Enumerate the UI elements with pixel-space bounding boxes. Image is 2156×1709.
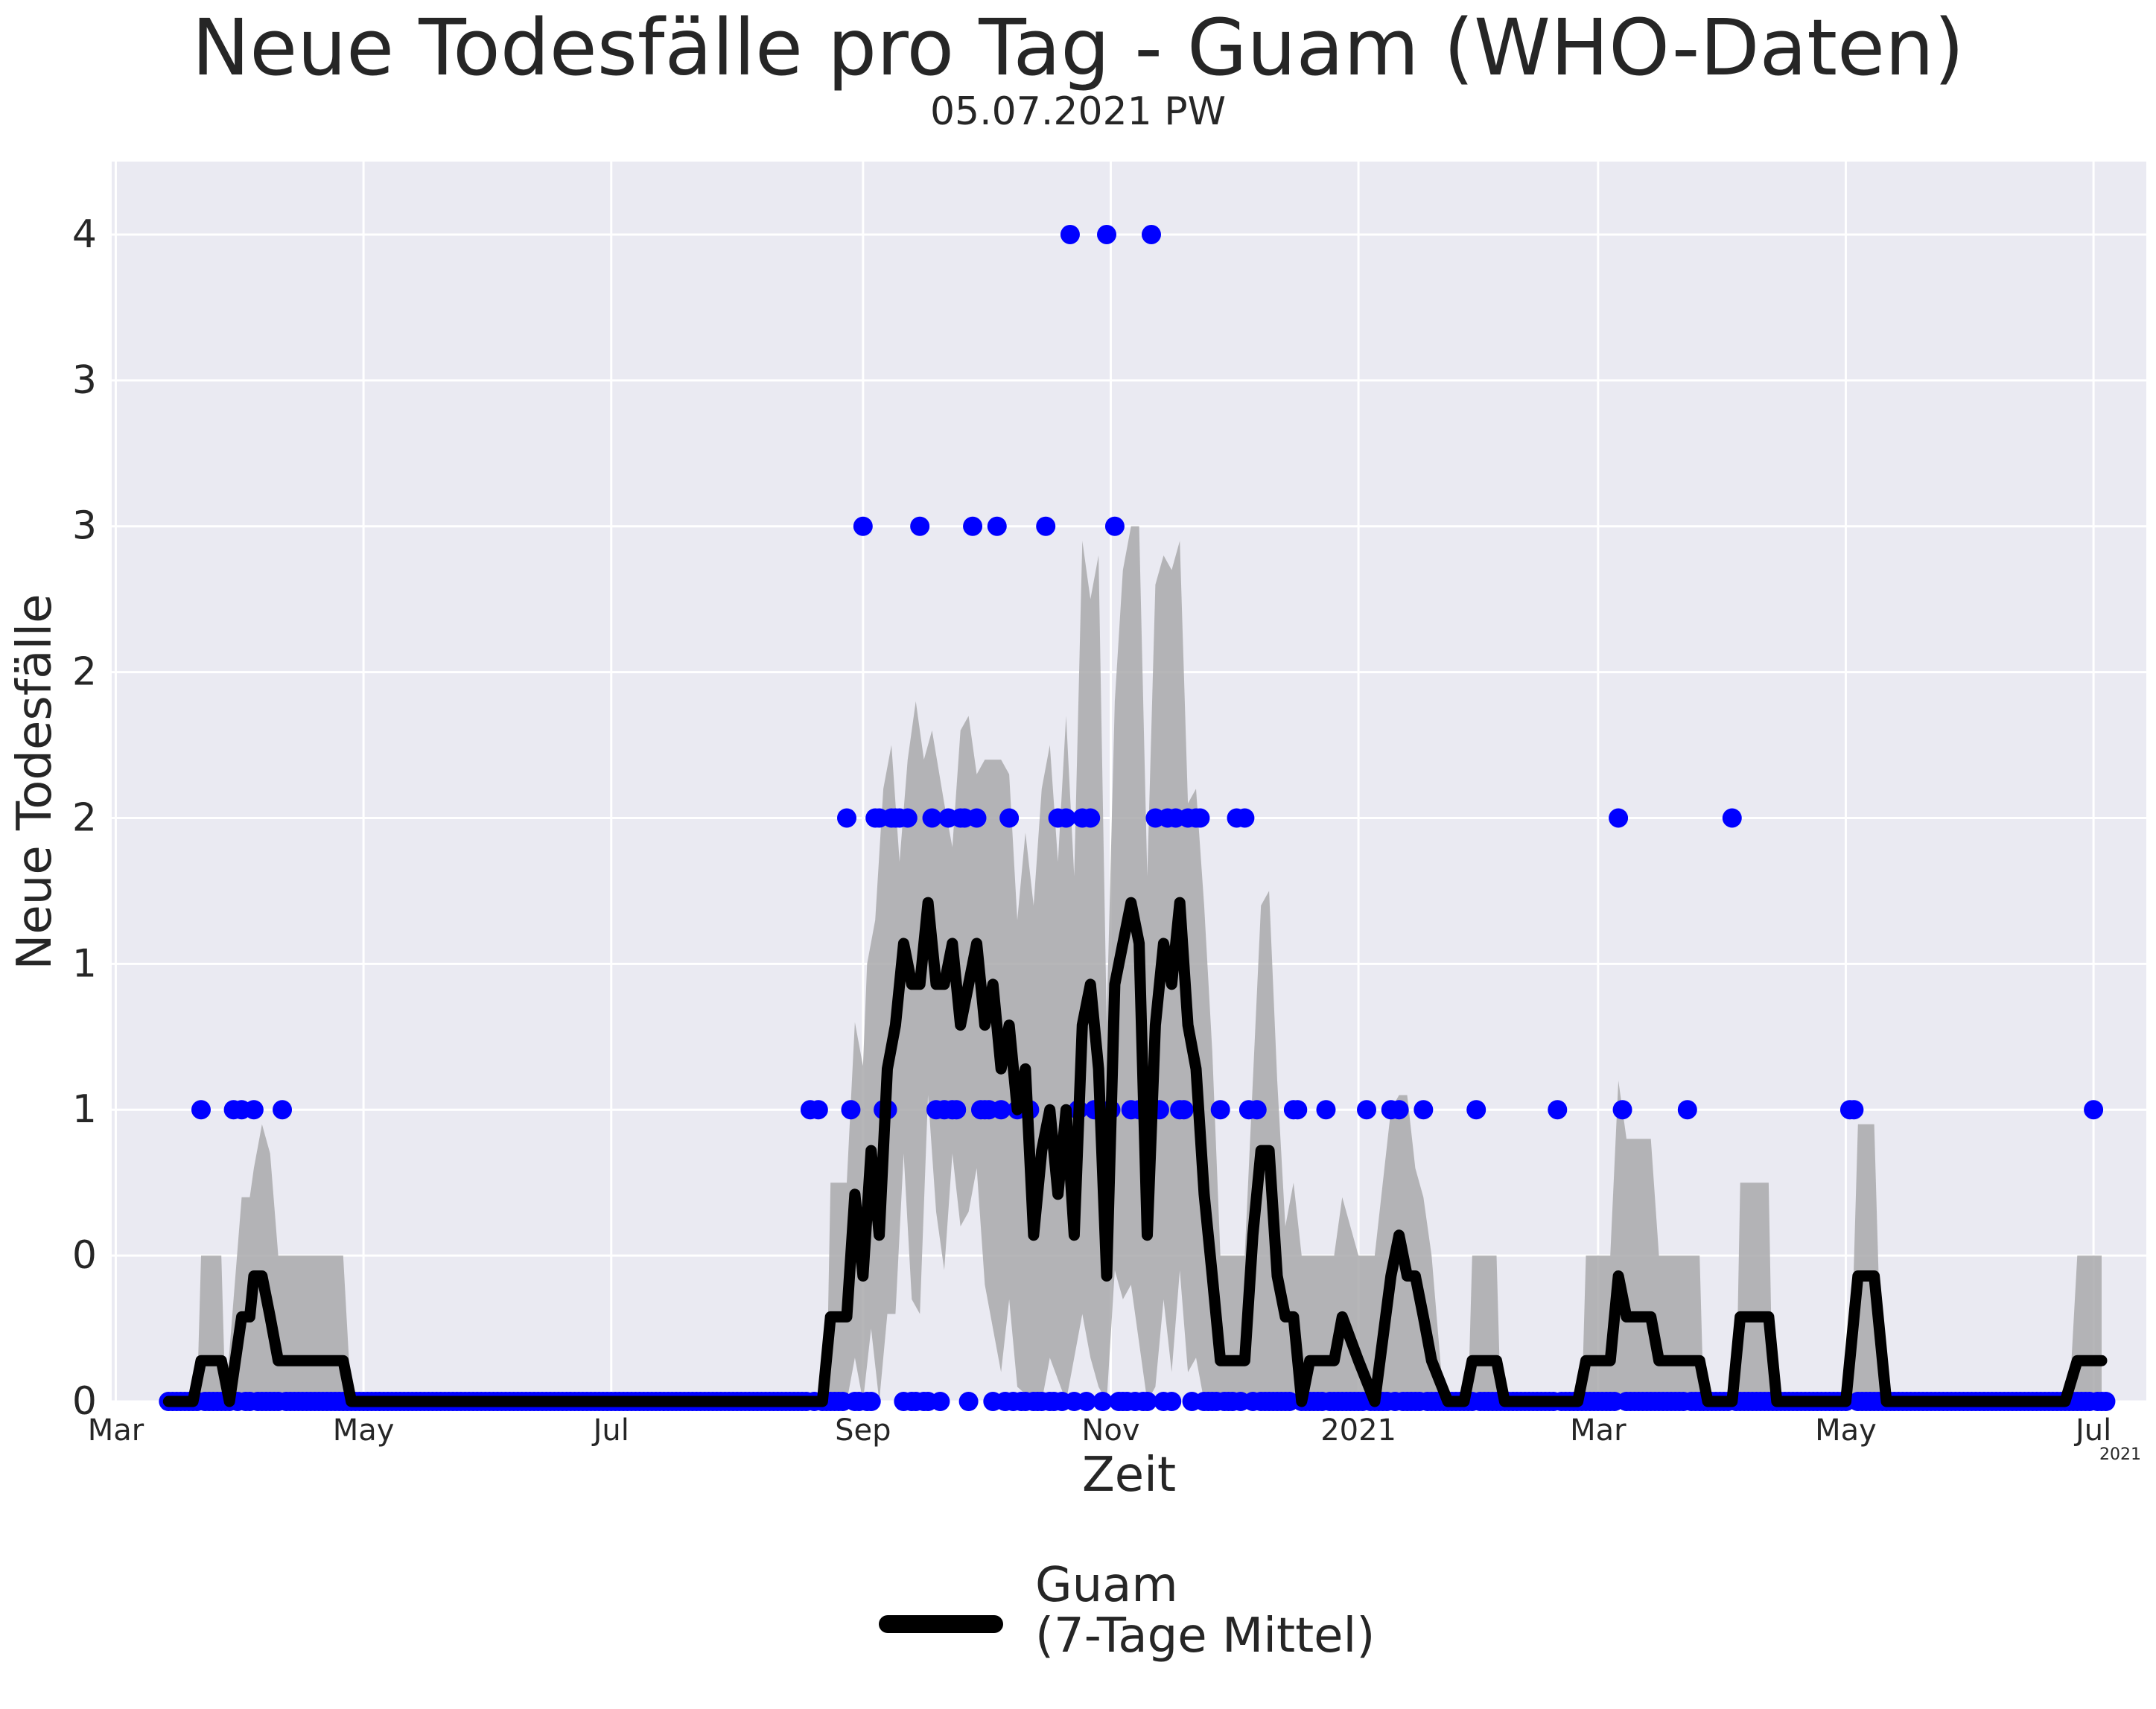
x-tick-label: 2021 [1320, 1413, 1396, 1448]
daily-point [1141, 224, 1161, 244]
daily-point [273, 1100, 293, 1120]
x-offset-label: 2021 [2099, 1445, 2141, 1464]
daily-point [958, 1392, 979, 1411]
y-axis-label: Neue Todesfälle [7, 594, 63, 970]
daily-point [2096, 1392, 2116, 1411]
daily-point [963, 516, 983, 536]
daily-point [991, 1100, 1011, 1120]
daily-point [1036, 516, 1056, 536]
y-tick-label: 0 [72, 1379, 97, 1424]
y-tick-label: 1 [72, 941, 97, 986]
daily-point [861, 1392, 881, 1411]
daily-point [1548, 1100, 1568, 1120]
daily-point [837, 808, 857, 828]
daily-point [841, 1100, 861, 1120]
daily-point [1081, 808, 1101, 828]
daily-point [987, 516, 1007, 536]
daily-point [1056, 808, 1076, 828]
daily-point [1104, 516, 1125, 536]
legend-label: Guam (7-Tage Mittel) [1035, 1558, 1376, 1664]
daily-point [244, 1100, 264, 1120]
x-axis-label: Zeit [1082, 1448, 1176, 1503]
daily-point [897, 808, 918, 828]
y-tick-label: 4 [72, 212, 97, 257]
x-tick-label: Nov [1081, 1413, 1139, 1448]
daily-point [1722, 808, 1742, 828]
y-tick-label: 2 [72, 795, 97, 840]
daily-point [1844, 1100, 1864, 1120]
daily-point [191, 1100, 211, 1120]
x-tick-label: May [1815, 1413, 1877, 1448]
x-tick-label: Mar [88, 1413, 144, 1448]
x-tick-label: Jul [2073, 1413, 2111, 1448]
daily-point [1466, 1100, 1486, 1120]
y-tick-label: 1 [72, 1087, 97, 1132]
y-tick-label: 3 [72, 358, 97, 403]
daily-point [930, 1392, 950, 1411]
mean-line-group [162, 897, 2108, 1407]
daily-point [853, 516, 873, 536]
daily-point [1235, 808, 1255, 828]
daily-point [999, 808, 1020, 828]
daily-point [1190, 808, 1210, 828]
daily-point [1162, 1392, 1182, 1411]
y-tick-label: 2 [72, 650, 97, 695]
chart-title: Neue Todesfälle pro Tag - Guam (WHO-Date… [191, 2, 1965, 93]
daily-point [1097, 224, 1117, 244]
chart-subtitle: 05.07.2021 PW [929, 89, 1227, 134]
mean-line [162, 897, 2108, 1407]
daily-point [1316, 1100, 1336, 1120]
y-tick-label: 0 [72, 1233, 97, 1278]
daily-point [947, 1100, 967, 1120]
daily-point [1076, 1392, 1096, 1411]
daily-point [1210, 1100, 1230, 1120]
x-tick-label: May [333, 1413, 395, 1448]
daily-point [1389, 1100, 1409, 1120]
daily-point [1414, 1100, 1434, 1120]
daily-point [1137, 1392, 1157, 1411]
x-tick-label: Jul [591, 1413, 629, 1448]
daily-point [1609, 808, 1629, 828]
daily-point [967, 808, 987, 828]
daily-point [808, 1100, 828, 1120]
y-tick-label: 3 [72, 504, 97, 549]
daily-point [1288, 1100, 1308, 1120]
daily-point [922, 808, 942, 828]
x-tick-labels: Mar May Jul Sep Nov 2021 Mar May Jul [88, 1413, 2112, 1448]
daily-point [910, 516, 930, 536]
x-tick-label: Mar [1570, 1413, 1626, 1448]
daily-point [1093, 1392, 1113, 1411]
x-tick-label: Sep [835, 1413, 891, 1448]
daily-point [1612, 1100, 1632, 1120]
daily-point [1060, 224, 1080, 244]
y-tick-labels: 0 0 1 1 2 2 3 3 4 [72, 212, 97, 1424]
daily-point [1677, 1100, 1697, 1120]
daily-point [1174, 1100, 1194, 1120]
daily-point [2084, 1100, 2104, 1120]
daily-point [1357, 1100, 1377, 1120]
daily-point [1247, 1100, 1267, 1120]
